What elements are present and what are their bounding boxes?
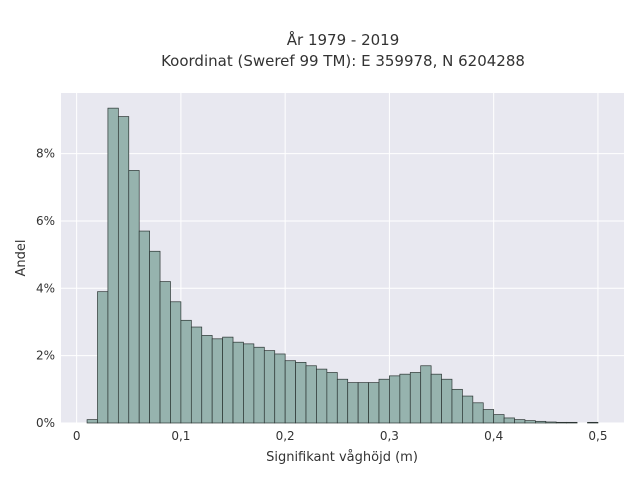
histogram-bar [357, 382, 369, 424]
histogram-bar [170, 301, 182, 424]
x-tick-label: 0,4 [484, 429, 503, 443]
histogram-bar [336, 378, 349, 424]
histogram-bar [399, 373, 411, 424]
histogram-bar [555, 421, 568, 424]
histogram-bar [128, 170, 140, 424]
y-tick-label: 0% [36, 416, 55, 430]
histogram-bar [222, 336, 234, 424]
histogram-bar [295, 362, 307, 424]
histogram-bar [190, 326, 203, 424]
x-tick-label: 0,5 [588, 429, 607, 443]
histogram-bar [378, 378, 390, 424]
histogram-bar [472, 402, 484, 424]
x-tick-label: 0,2 [276, 429, 295, 443]
histogram-bar [482, 409, 495, 424]
histogram-bar [117, 116, 130, 424]
x-tick-label: 0,3 [380, 429, 399, 443]
chart-subtitle: Koordinat (Sweref 99 TM): E 359978, N 62… [161, 52, 525, 70]
histogram-bar [243, 343, 255, 424]
histogram-bar [462, 395, 474, 424]
histogram-bar [263, 350, 276, 424]
histogram-bar [587, 421, 599, 424]
histogram-bar [389, 375, 401, 424]
histogram-bar [514, 419, 526, 424]
histogram-bar [347, 382, 359, 424]
histogram-bar [524, 420, 536, 424]
histogram-bar [326, 372, 338, 424]
histogram-bar [97, 291, 109, 424]
histogram-bar [368, 382, 380, 424]
histogram-bar [159, 281, 171, 424]
histogram-bar [138, 230, 150, 424]
y-tick-label: 2% [36, 349, 55, 363]
histogram-bar [545, 421, 557, 424]
histogram-bar [441, 378, 453, 424]
y-axis-label: Andel [14, 240, 29, 277]
histogram-bar [149, 250, 161, 424]
histogram-bar [211, 338, 223, 424]
histogram-bar [305, 365, 317, 424]
bars-layer [86, 107, 599, 424]
histogram-bar [451, 388, 463, 424]
x-tick-label: 0 [73, 429, 81, 443]
histogram-bar [253, 346, 265, 424]
y-axis-ticks: 0% 2% 4% 6% 8% [36, 147, 55, 430]
histogram-bar [284, 360, 296, 424]
histogram-bar [274, 353, 286, 424]
histogram-bar [180, 319, 192, 424]
chart-title: År 1979 - 2019 [287, 30, 400, 49]
histogram-bar [232, 341, 244, 424]
x-tick-label: 0,1 [171, 429, 190, 443]
y-tick-label: 6% [36, 214, 55, 228]
histogram-bar [535, 420, 547, 424]
histogram-bar [316, 368, 328, 424]
histogram-bar [409, 372, 422, 424]
x-axis-ticks: 0 0,1 0,2 0,3 0,4 0,5 [73, 429, 608, 443]
histogram-bar [201, 335, 213, 424]
x-axis-label: Signifikant våghöjd (m) [266, 450, 418, 465]
histogram-bar [86, 419, 98, 424]
histogram-bar [566, 421, 578, 424]
histogram-bar [503, 417, 515, 424]
histogram-bar [430, 373, 442, 424]
histogram-bar [420, 365, 432, 424]
histogram-bar [493, 414, 505, 424]
y-tick-label: 8% [36, 147, 55, 161]
histogram-bar [107, 107, 119, 424]
y-tick-label: 4% [36, 281, 55, 295]
